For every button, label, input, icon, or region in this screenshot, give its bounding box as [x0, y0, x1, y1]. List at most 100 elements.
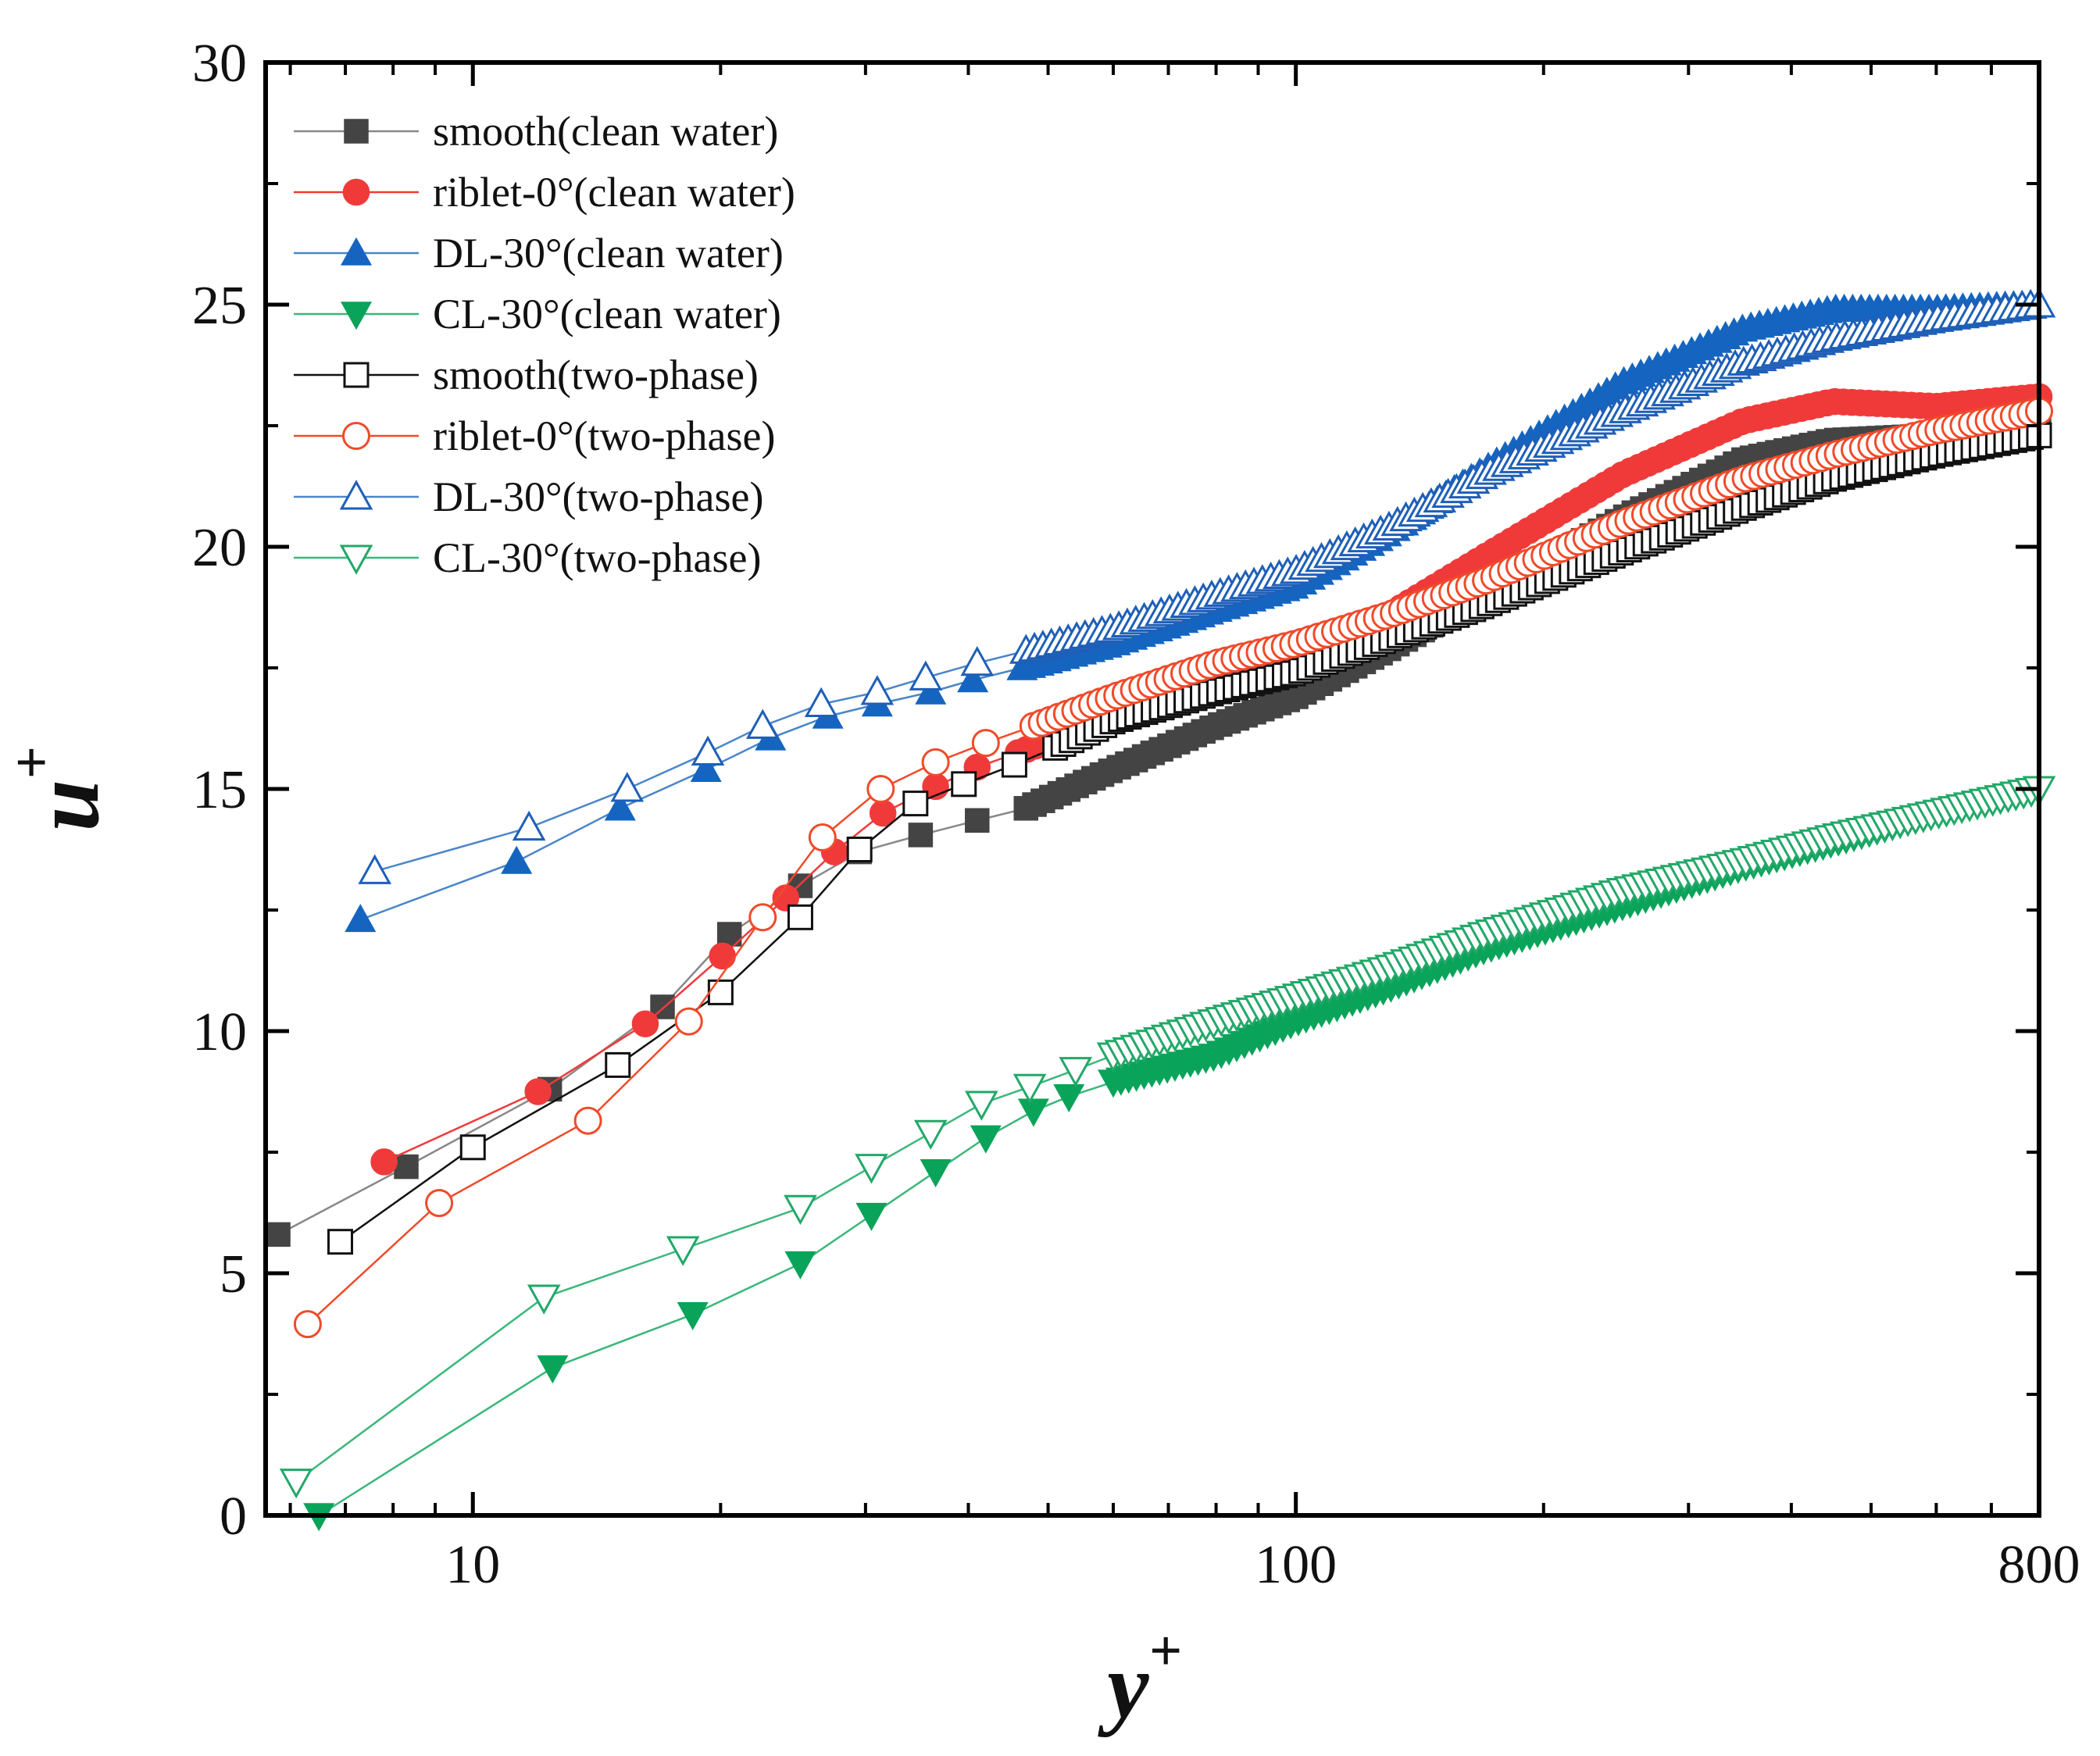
y-tick-label: 15	[192, 760, 247, 820]
data-point	[674, 1007, 703, 1036]
x-tick-label: 800	[1998, 1535, 2080, 1595]
legend-item: CL-30°(two-phase)	[294, 534, 761, 581]
data-point	[855, 1202, 888, 1231]
data-point	[1001, 751, 1027, 778]
data-point	[512, 810, 546, 841]
legend-item: riblet-0°(two-phase)	[294, 412, 775, 459]
data-point	[394, 1154, 419, 1180]
data-point	[707, 979, 734, 1005]
data-point	[527, 1284, 561, 1315]
x-axis-title: y+	[1097, 1619, 1181, 1737]
data-point	[610, 772, 645, 802]
y-tick-label: 10	[192, 1002, 247, 1062]
legend-label: DL-30°(clean water)	[433, 230, 784, 277]
legend-label: smooth(two-phase)	[433, 352, 759, 398]
data-point	[501, 845, 533, 874]
data-point	[279, 1469, 313, 1499]
data-point	[965, 1090, 998, 1121]
data-point	[951, 771, 977, 798]
data-point	[804, 687, 838, 717]
legend-marker	[339, 480, 373, 510]
data-point	[909, 660, 943, 691]
legend-marker	[344, 119, 369, 144]
data-point	[370, 1148, 398, 1176]
series-riblet-0°(two-phase)	[293, 397, 2053, 1339]
legend-item: DL-30°(clean water)	[294, 230, 784, 277]
data-point	[425, 1189, 454, 1218]
data-point	[748, 903, 777, 932]
legend-marker	[342, 178, 370, 206]
x-axis-title-main: y	[1097, 1633, 1149, 1737]
y-axis-title-sup: +	[0, 747, 64, 780]
x-tick-label: 10	[445, 1535, 500, 1595]
legend-marker	[339, 544, 373, 575]
data-point	[573, 1106, 602, 1135]
y-tick-label: 0	[220, 1487, 247, 1547]
data-point	[965, 808, 990, 833]
data-point	[971, 729, 1000, 758]
x-axis-title-sup: +	[1149, 1619, 1182, 1683]
data-point	[908, 823, 934, 848]
data-point	[345, 904, 377, 933]
plot-frame	[263, 60, 2041, 1518]
data-point	[690, 753, 722, 782]
data-point	[666, 1236, 700, 1266]
data-point	[266, 1222, 291, 1247]
data-point	[327, 1229, 354, 1255]
legend-label: CL-30°(clean water)	[433, 291, 781, 337]
legend-item: DL-30°(two-phase)	[294, 473, 763, 520]
y-axis-title: u+	[0, 747, 118, 832]
series-smooth(two-phase)	[327, 422, 2052, 1255]
data-point	[1053, 1083, 1085, 1112]
data-point	[866, 775, 895, 803]
data-point	[631, 1010, 659, 1037]
series-CL-30°(two-phase)	[279, 776, 2056, 1499]
data-point	[691, 735, 725, 766]
series-DL-30°(two-phase)	[358, 287, 2056, 884]
data-point	[605, 1051, 631, 1078]
x-tick-label: 100	[1255, 1535, 1337, 1595]
data-point	[970, 1125, 1002, 1154]
data-point	[787, 904, 813, 930]
legend-item: riblet-0°(clean water)	[294, 169, 795, 216]
data-point	[920, 1159, 952, 1188]
legend-label: DL-30°(two-phase)	[433, 473, 763, 520]
data-point	[293, 1310, 322, 1339]
data-point	[902, 791, 929, 817]
legend: smooth(clean water) riblet-0°(clean water…	[294, 108, 795, 581]
y-tick-label: 20	[192, 518, 247, 578]
data-point	[915, 676, 947, 705]
y-tick-label: 30	[192, 34, 247, 94]
data-point	[846, 837, 873, 862]
data-point	[808, 823, 837, 851]
legend-marker	[340, 237, 373, 266]
data-point	[604, 792, 636, 821]
series-CL-30°(clean water)	[303, 776, 2055, 1532]
data-point	[784, 1251, 816, 1280]
legend-label: smooth(clean water)	[433, 108, 778, 155]
y-tick-label: 5	[220, 1244, 247, 1305]
data-point	[855, 1154, 888, 1184]
data-point	[957, 664, 989, 693]
data-point	[524, 1078, 552, 1105]
data-point	[1012, 1073, 1047, 1105]
data-point	[709, 942, 736, 970]
legend-label: CL-30°(two-phase)	[433, 534, 761, 581]
legend-item: smooth(two-phase)	[294, 352, 759, 398]
data-point	[537, 1355, 569, 1384]
legend-marker	[343, 362, 370, 388]
legend-label: riblet-0°(two-phase)	[433, 412, 775, 459]
data-point	[784, 1194, 817, 1226]
data-point	[745, 708, 780, 739]
data-point	[1059, 1057, 1093, 1087]
legend-marker	[342, 422, 370, 450]
y-tick-label: 25	[192, 276, 247, 336]
data-point	[677, 1301, 709, 1330]
data-point	[459, 1134, 486, 1161]
series-line	[318, 787, 2040, 1517]
legend-label: riblet-0°(clean water)	[433, 169, 795, 216]
series-line	[295, 787, 2040, 1483]
data-point	[960, 645, 995, 676]
legend-item: CL-30°(clean water)	[294, 291, 781, 337]
